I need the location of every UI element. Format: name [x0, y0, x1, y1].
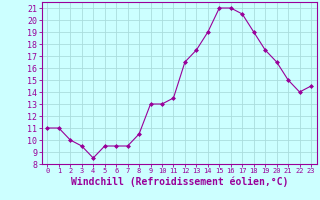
X-axis label: Windchill (Refroidissement éolien,°C): Windchill (Refroidissement éolien,°C) [70, 177, 288, 187]
